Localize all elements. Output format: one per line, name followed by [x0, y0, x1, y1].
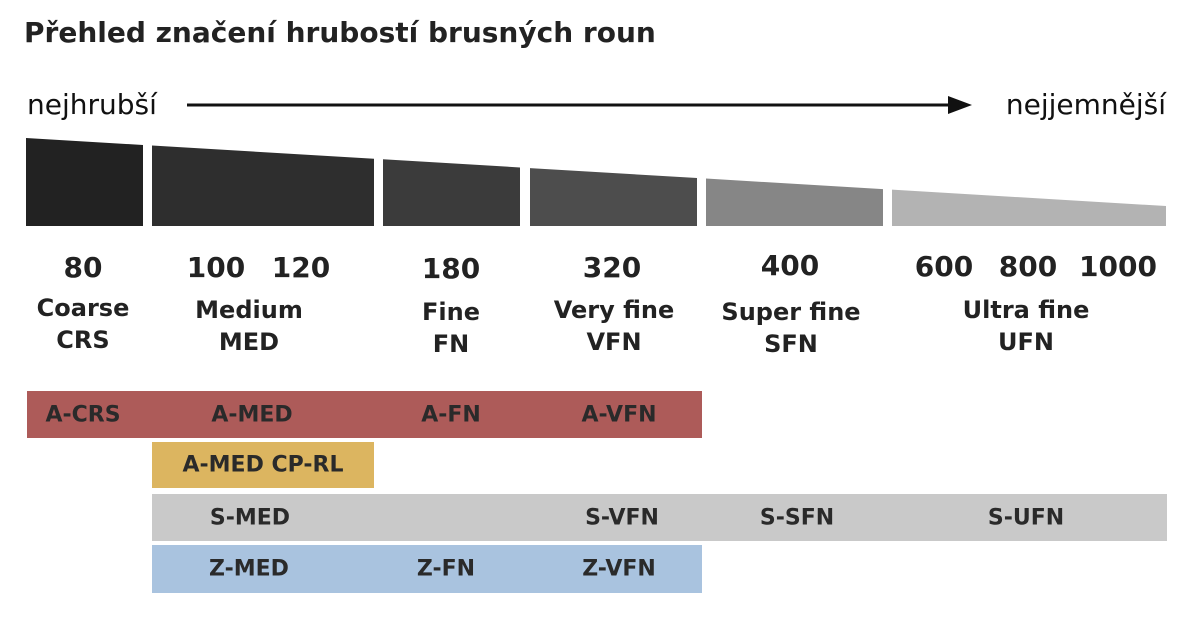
- product-code-s-sfn: S-SFN: [759, 505, 835, 530]
- grade-wedge: [26, 138, 1166, 226]
- grade-label: Very fine VFN: [554, 294, 675, 358]
- coarsest-label: nejhrubší: [27, 88, 157, 121]
- product-code-z-fn: Z-FN: [416, 556, 476, 582]
- product-code-a-fn: A-FN: [421, 402, 481, 427]
- page-title: Přehled značení hrubostí brusných roun: [24, 16, 656, 49]
- finest-label: nejjemnější: [1005, 88, 1166, 121]
- grade-bar-ufn: [892, 189, 1166, 226]
- grit-number: 80: [63, 251, 103, 284]
- grit-number: 600: [914, 250, 974, 283]
- grit-number: 120: [271, 251, 331, 284]
- product-code-s-med: S-MED: [209, 505, 291, 530]
- product-band: A-CRS A-MED A-FN A-VFN: [27, 391, 702, 438]
- scale-arrow: [187, 96, 972, 114]
- grade-code: SFN: [764, 330, 818, 358]
- grade-label: Coarse CRS: [37, 292, 130, 356]
- grade-bar-vfn: [530, 168, 697, 226]
- grit-number: 100: [186, 251, 246, 284]
- product-code-a-crs: A-CRS: [45, 402, 121, 427]
- grade-code: UFN: [998, 328, 1054, 356]
- grade-name: Coarse: [36, 294, 130, 322]
- product-code-a-med: A-MED: [211, 402, 293, 427]
- grade-code: FN: [432, 330, 470, 358]
- grit-number: 800: [998, 250, 1058, 283]
- grade-label: Fine FN: [422, 296, 480, 360]
- product-code-z-vfn: Z-VFN: [582, 556, 656, 582]
- grade-code: VFN: [586, 328, 642, 356]
- grade-name: Medium: [195, 296, 303, 324]
- product-code-s-ufn: S-UFN: [987, 505, 1065, 530]
- grade-name: Fine: [422, 298, 480, 326]
- grade-bar-sfn: [706, 178, 883, 226]
- product-code-a-med-cp-rl: A-MED CP-RL: [182, 452, 344, 478]
- product-code-s-vfn: S-VFN: [585, 505, 659, 530]
- product-band: A-MED CP-RL: [152, 442, 374, 488]
- grit-number: 400: [760, 249, 820, 282]
- grade-label: Super fine SFN: [721, 296, 860, 360]
- grade-code: CRS: [56, 326, 110, 354]
- product-band: S-MED S-VFN S-SFN S-UFN: [152, 494, 1167, 541]
- grade-code: MED: [218, 328, 280, 356]
- grit-number: 1000: [1079, 250, 1157, 283]
- product-band: Z-MED Z-FN Z-VFN: [152, 545, 702, 593]
- grade-name: Ultra fine: [962, 296, 1090, 324]
- scale-arrow-head: [948, 96, 972, 114]
- grade-name: Super fine: [721, 298, 861, 326]
- grade-label: Medium MED: [195, 294, 303, 358]
- grade-name: Very fine: [553, 296, 675, 324]
- grit-number: 180: [421, 252, 481, 285]
- grade-bar-med: [152, 145, 374, 226]
- product-code-a-vfn: A-VFN: [581, 402, 657, 427]
- grade-label: Ultra fine UFN: [963, 294, 1090, 358]
- grit-number: 320: [582, 251, 642, 284]
- product-code-z-med: Z-MED: [209, 556, 289, 582]
- grade-bar-fn: [383, 159, 520, 226]
- grade-bar-crs: [26, 138, 143, 226]
